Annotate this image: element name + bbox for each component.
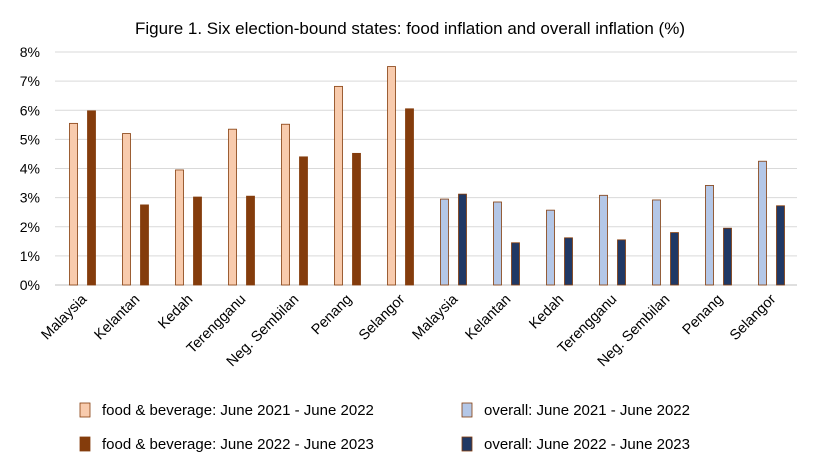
bar — [758, 160, 767, 286]
bar — [281, 123, 290, 286]
x-tick-label: Kelantan — [463, 292, 515, 344]
x-tick-label: Selangor — [727, 291, 779, 343]
y-tick-label: 7% — [20, 73, 40, 89]
x-tick-label: Malaysia — [410, 291, 462, 343]
legend-swatch — [461, 402, 473, 418]
bar — [440, 198, 449, 286]
bar — [599, 194, 608, 286]
bar — [69, 122, 78, 286]
x-tick-label: Penang — [680, 292, 727, 339]
bars — [69, 66, 785, 286]
x-tick-label: Malaysia — [39, 291, 91, 343]
y-tick-label: 8% — [20, 44, 40, 60]
y-tick-label: 3% — [20, 190, 40, 206]
bar — [228, 128, 237, 286]
bar — [776, 205, 785, 286]
bar — [617, 239, 626, 286]
bar — [705, 184, 714, 286]
bar — [246, 195, 255, 286]
bar — [546, 209, 555, 286]
x-tick-label: Kedah — [155, 292, 196, 333]
y-tick-label: 2% — [20, 219, 40, 235]
legend: food & beverage: June 2021 - June 2022 fo… — [79, 402, 690, 453]
bar — [140, 204, 149, 286]
y-tick-label: 5% — [20, 131, 40, 147]
bar — [175, 169, 184, 286]
bar — [564, 237, 573, 286]
y-tick-label: 1% — [20, 248, 40, 264]
bar — [387, 66, 396, 286]
bar — [511, 242, 520, 286]
x-tick-label: Selangor — [356, 291, 408, 343]
y-tick-label: 6% — [20, 102, 40, 118]
y-tick-label: 4% — [20, 161, 40, 177]
bar — [670, 232, 679, 286]
bar — [723, 227, 732, 286]
bar — [458, 193, 467, 286]
bar — [493, 201, 502, 286]
bar — [334, 85, 343, 286]
bar — [652, 199, 661, 286]
bar — [122, 133, 131, 286]
bar — [87, 110, 96, 286]
legend-label: overall: June 2021 - June 2022 — [484, 402, 690, 419]
legend-swatch — [79, 402, 91, 418]
x-tick-label: Kelantan — [92, 292, 144, 344]
x-tick-label: Kedah — [526, 292, 567, 333]
bar — [405, 108, 414, 286]
legend-label: overall: June 2022 - June 2023 — [484, 436, 690, 453]
y-tick-label: 0% — [20, 277, 40, 293]
x-tick-label: Penang — [309, 292, 356, 339]
y-axis: 0% 1% 2% 3% 4% 5% 6% 7% 8% — [20, 44, 40, 293]
bar — [299, 156, 308, 286]
bar — [352, 152, 361, 286]
chart-title: Figure 1. Six election-bound states: foo… — [135, 19, 685, 38]
legend-swatch — [461, 436, 473, 452]
legend-label: food & beverage: June 2021 - June 2022 — [102, 402, 374, 419]
legend-swatch — [79, 436, 91, 452]
legend-label: food & beverage: June 2022 - June 2023 — [102, 436, 374, 453]
bar — [193, 196, 202, 286]
gridlines — [55, 51, 797, 286]
